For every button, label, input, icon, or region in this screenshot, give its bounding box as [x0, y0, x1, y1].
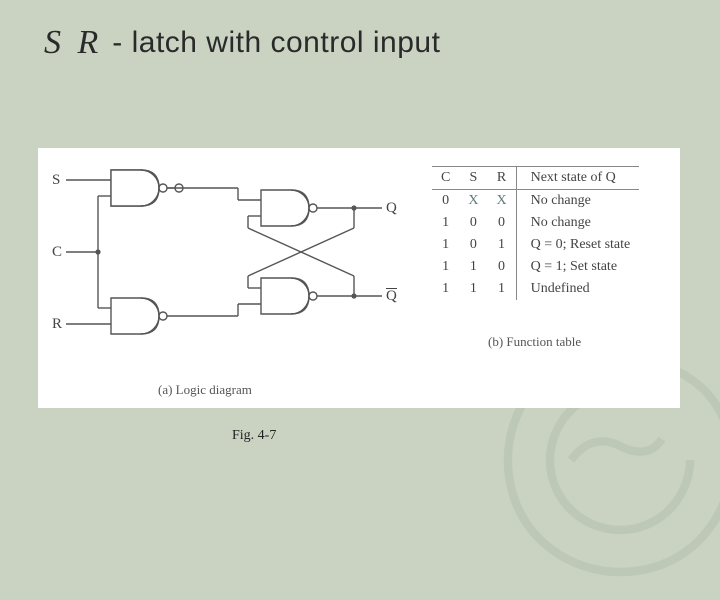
- table-row: 101Q = 0; Reset state: [432, 234, 639, 256]
- truth-table: C S R Next state of Q 0XXNo change100No …: [432, 166, 639, 300]
- col-c: C: [432, 167, 459, 190]
- figure-panel: S C R Q Q: [38, 148, 680, 408]
- col-s: S: [459, 167, 487, 190]
- table-caption: (b) Function table: [488, 334, 720, 350]
- table-header-row: C S R Next state of Q: [432, 167, 639, 190]
- logic-diagram: S C R Q Q: [38, 148, 418, 408]
- diagram-caption: (a) Logic diagram: [158, 382, 252, 398]
- col-r: R: [487, 167, 516, 190]
- table-row: 0XXNo change: [432, 190, 639, 213]
- circuit-svg: [38, 148, 418, 368]
- table-row: 110Q = 1; Set state: [432, 256, 639, 278]
- table-row: 100No change: [432, 212, 639, 234]
- function-table: C S R Next state of Q 0XXNo change100No …: [432, 166, 672, 350]
- figure-caption: Fig. 4-7: [232, 428, 276, 444]
- col-state: Next state of Q: [516, 167, 639, 190]
- page-title: S R - latch with control input: [0, 0, 720, 70]
- table-row: 111Undefined: [432, 278, 639, 300]
- title-sr: S R: [44, 24, 102, 62]
- title-text: - latch with control input: [112, 26, 440, 60]
